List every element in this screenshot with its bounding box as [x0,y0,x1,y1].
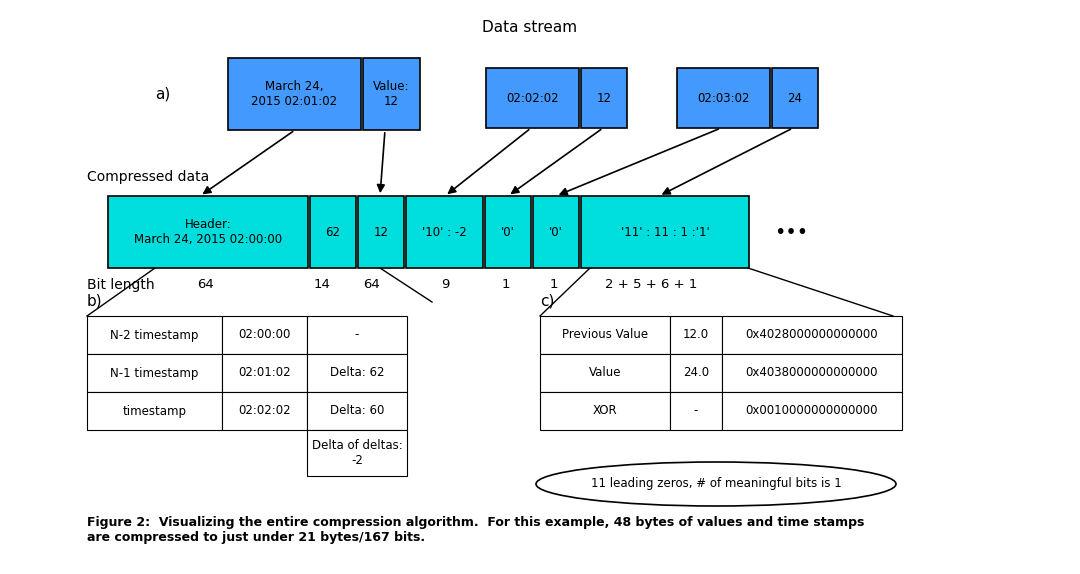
Bar [108,196,308,268]
Text: •••: ••• [774,223,808,242]
Text: '0': '0' [549,226,563,239]
Text: Data stream: Data stream [483,21,578,36]
Bar [723,354,902,392]
Text: Header:
March 24, 2015 02:00:00: Header: March 24, 2015 02:00:00 [134,218,282,246]
Text: 1: 1 [550,278,558,292]
Bar [581,196,750,268]
Text: Delta: 60: Delta: 60 [329,405,384,417]
Bar [581,68,627,128]
Bar [670,316,723,354]
Bar [87,354,222,392]
Bar [87,316,222,354]
Text: 2 + 5 + 6 + 1: 2 + 5 + 6 + 1 [605,278,698,292]
Text: 24.0: 24.0 [683,367,710,379]
Bar [670,392,723,430]
Text: Bit length: Bit length [87,278,154,292]
Text: '0': '0' [501,226,515,239]
Text: 14: 14 [313,278,330,292]
Bar [723,392,902,430]
Text: 02:02:02: 02:02:02 [507,91,558,104]
Bar [486,68,579,128]
Text: N-2 timestamp: N-2 timestamp [110,328,199,342]
Text: Delta of deltas:
-2: Delta of deltas: -2 [312,439,403,467]
Text: 12.0: 12.0 [683,328,710,342]
Text: XOR: XOR [593,405,618,417]
Text: N-1 timestamp: N-1 timestamp [110,367,199,379]
Text: 02:02:02: 02:02:02 [239,405,291,417]
Text: Value:
12: Value: 12 [374,80,409,108]
Ellipse shape [536,462,896,506]
Text: 02:01:02: 02:01:02 [239,367,291,379]
Bar [222,354,307,392]
Bar [357,196,404,268]
Bar [222,316,307,354]
Bar [307,392,407,430]
Text: '11' : 11 : 1 :'1': '11' : 11 : 1 :'1' [621,226,710,239]
Bar [363,58,420,130]
Bar [87,392,222,430]
Bar [540,354,670,392]
Text: 9: 9 [441,278,449,292]
Bar [307,354,407,392]
Text: 02:03:02: 02:03:02 [698,91,750,104]
Bar [677,68,770,128]
Text: 11 leading zeros, # of meaningful bits is 1: 11 leading zeros, # of meaningful bits i… [591,478,841,491]
Text: Value: Value [589,367,621,379]
Text: 24: 24 [787,91,802,104]
Bar [723,316,902,354]
Bar [307,430,407,476]
Text: Previous Value: Previous Value [562,328,648,342]
Text: 02:00:00: 02:00:00 [239,328,291,342]
Text: timestamp: timestamp [122,405,187,417]
Text: 64: 64 [364,278,380,292]
Bar [310,196,356,268]
Text: 1: 1 [502,278,510,292]
Text: 64: 64 [197,278,214,292]
Text: c): c) [540,293,554,308]
Text: b): b) [87,293,103,308]
Text: a): a) [154,87,170,102]
Text: March 24,
2015 02:01:02: March 24, 2015 02:01:02 [252,80,338,108]
Bar [307,316,407,354]
Text: Delta: 62: Delta: 62 [329,367,384,379]
Bar [540,316,670,354]
Bar [222,392,307,430]
Text: 12: 12 [374,226,389,239]
Bar [228,58,361,130]
Bar [485,196,531,268]
Text: 12: 12 [596,91,611,104]
Text: 0x0010000000000000: 0x0010000000000000 [746,405,878,417]
Text: -: - [693,405,698,417]
Text: 0x4028000000000000: 0x4028000000000000 [745,328,878,342]
Bar [540,392,670,430]
Text: -: - [355,328,360,342]
Text: Compressed data: Compressed data [87,170,210,184]
Text: '10' : -2: '10' : -2 [422,226,467,239]
Bar [534,196,579,268]
Bar [670,354,723,392]
Text: 62: 62 [325,226,340,239]
Bar [772,68,818,128]
Bar [406,196,483,268]
Text: Figure 2:  Visualizing the entire compression algorithm.  For this example, 48 b: Figure 2: Visualizing the entire compres… [87,516,864,544]
Text: 0x4038000000000000: 0x4038000000000000 [746,367,878,379]
